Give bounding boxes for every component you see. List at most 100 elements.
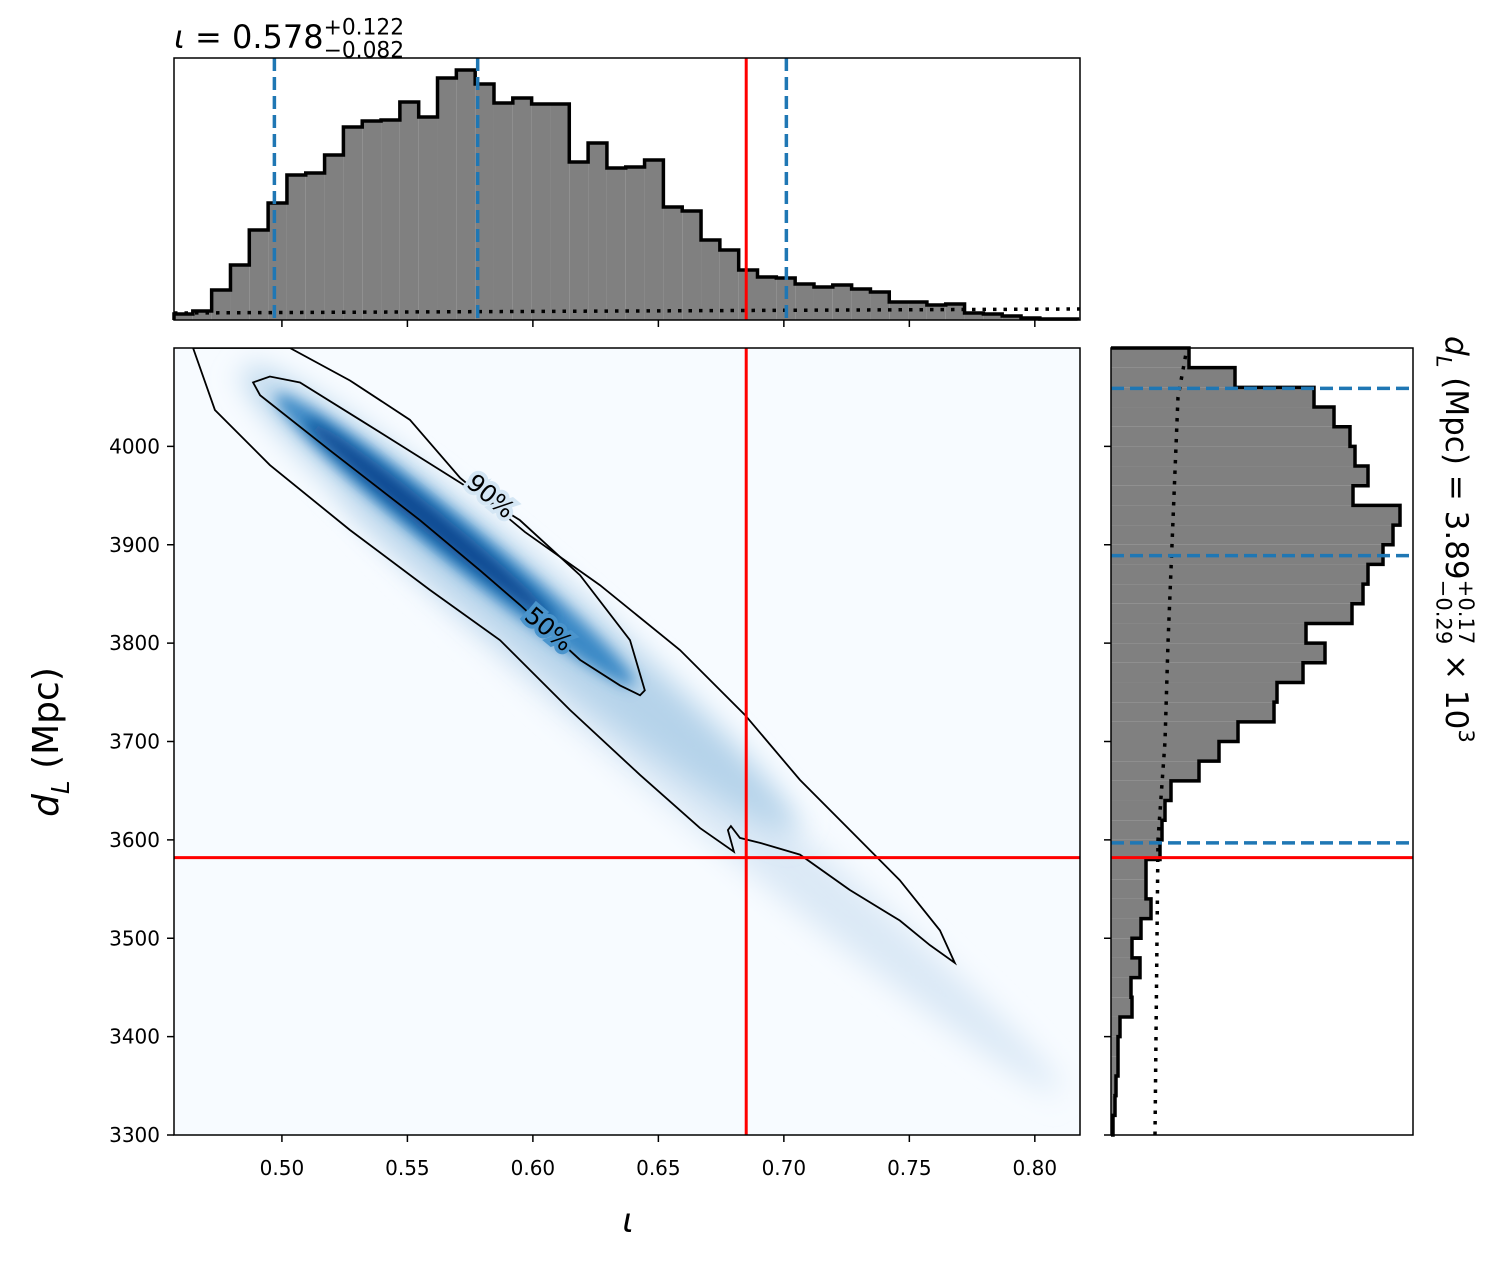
title: ι = 0.578+0.122 −0.082 <box>174 16 404 64</box>
text-part: L <box>46 780 75 794</box>
histogram-bar <box>1111 1056 1118 1076</box>
x-tick-label: 0.75 <box>887 1156 932 1180</box>
side-label: dL (Mpc) = 3.89+0.17−0.29 × 103 <box>1432 336 1479 743</box>
histogram-bar <box>569 162 589 320</box>
histogram-bar <box>1111 1075 1116 1096</box>
side-frame <box>1110 347 1414 1136</box>
histogram-bar <box>1111 898 1151 919</box>
text-part: 3 <box>1454 729 1479 742</box>
histogram-bar <box>456 70 476 320</box>
y-tick-label: 4000 <box>109 434 160 458</box>
text-part: −0.082 <box>324 39 405 64</box>
histogram-bar <box>1111 879 1146 899</box>
text-part: (Mpc) <box>26 667 67 780</box>
histogram-bar <box>926 305 946 320</box>
histogram-bar <box>813 287 833 320</box>
histogram-bar <box>1111 367 1235 388</box>
histogram-bar <box>964 313 984 320</box>
histogram-bar <box>1111 1095 1115 1116</box>
histogram-bar <box>1111 820 1162 840</box>
text-part: ι <box>622 1201 634 1241</box>
histogram-bar <box>1111 800 1165 821</box>
histogram-bar <box>682 211 702 320</box>
text-part: ι <box>174 18 185 56</box>
y-axis-label: dL (Mpc) <box>26 667 75 817</box>
histogram-bar <box>437 78 457 320</box>
text-part: −0.29 <box>1432 580 1457 645</box>
histogram-bar <box>1111 348 1189 368</box>
histogram-bar <box>1002 316 1022 320</box>
histogram-bar <box>268 203 287 320</box>
x-axis-label: ι <box>622 1201 634 1241</box>
histogram-bar <box>795 284 814 320</box>
y-tick-label: 3500 <box>109 926 160 950</box>
histogram-bar <box>324 155 344 320</box>
histogram-bar <box>362 121 382 320</box>
histogram-bar <box>211 290 231 320</box>
histogram-bar <box>1111 859 1146 880</box>
histogram-bar <box>945 304 965 320</box>
x-tick-label: 0.80 <box>1013 1156 1058 1180</box>
y-tick-label: 3300 <box>109 1123 160 1147</box>
histogram-bar <box>663 207 683 320</box>
histogram-bar <box>1111 839 1160 860</box>
histogram-bar <box>475 84 494 320</box>
histogram-bar <box>738 270 758 320</box>
histogram-outline <box>172 68 1080 321</box>
y-tick-label: 3800 <box>109 631 160 655</box>
x-tick-label: 0.55 <box>385 1156 430 1180</box>
contour-line <box>192 348 957 966</box>
histogram-bar <box>1111 584 1363 604</box>
histogram-bar <box>230 265 250 320</box>
histogram-bar <box>249 230 269 320</box>
histogram-bar <box>1111 1036 1118 1057</box>
histogram-bar <box>1111 977 1131 998</box>
histogram-bar <box>719 250 739 320</box>
histogram-bar <box>983 314 1003 320</box>
histogram-bar <box>1111 603 1352 624</box>
histogram-bar <box>305 173 325 320</box>
histogram-bar <box>1111 780 1171 801</box>
y-tick-label: 3400 <box>109 1025 160 1049</box>
histogram-bar <box>381 120 400 320</box>
histogram-bar <box>1111 564 1368 585</box>
histogram-bar <box>531 104 551 320</box>
histogram-bar <box>1111 505 1400 526</box>
histogram-bar <box>1111 643 1325 663</box>
text-part: d <box>1438 336 1474 356</box>
histogram-bar <box>1111 407 1334 427</box>
histogram-bar <box>1111 761 1199 781</box>
histogram-bar <box>550 104 570 320</box>
x-tick-label: 0.70 <box>762 1156 807 1180</box>
contours <box>192 348 957 966</box>
top-frame <box>173 57 1081 321</box>
histogram-bar <box>1111 938 1132 958</box>
histogram-bar <box>512 98 532 320</box>
histogram-bar <box>1111 918 1141 939</box>
histogram-bar <box>1111 1016 1120 1037</box>
text-part: d <box>26 793 67 817</box>
histogram-bar <box>644 160 664 320</box>
text-part: (Mpc) = 3.89 <box>1438 367 1474 579</box>
histogram-bar <box>1111 387 1314 408</box>
main-frame <box>173 347 1081 1136</box>
x-tick-label: 0.50 <box>260 1156 305 1180</box>
histogram-bar <box>1111 466 1368 486</box>
histogram-bar <box>286 175 306 320</box>
histogram-bar <box>908 302 927 320</box>
histogram-bar <box>832 285 852 320</box>
histogram-bar <box>1111 721 1238 742</box>
histogram-bar <box>588 143 607 320</box>
histogram-bar <box>701 240 720 320</box>
histogram-bar <box>1111 741 1219 762</box>
histogram-bar <box>1111 525 1393 545</box>
y-tick-label: 3700 <box>109 730 160 754</box>
histogram-bar <box>1111 446 1355 467</box>
histogram-bar <box>625 167 645 320</box>
text-part: × 10 <box>1438 644 1474 729</box>
histogram-bar <box>1111 682 1277 703</box>
histogram-outline <box>1111 346 1402 1137</box>
x-tick-label: 0.60 <box>511 1156 556 1180</box>
